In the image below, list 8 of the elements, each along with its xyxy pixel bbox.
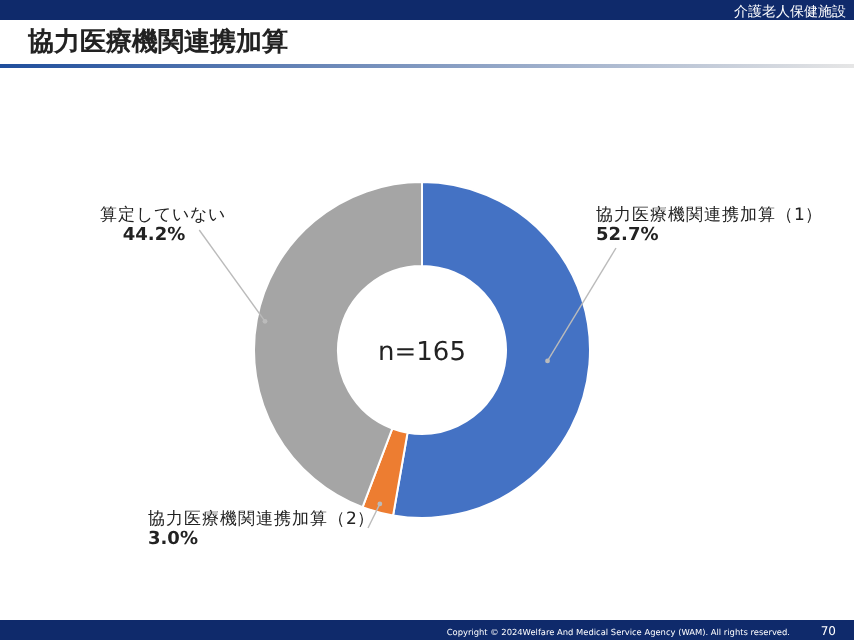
chart-title: 協力医療機関連携加算 (26, 26, 288, 58)
data-label: 44.2% (122, 226, 186, 246)
text: n=165 (378, 338, 466, 368)
slice-label: 協力医療機関連携加算（1） (596, 204, 823, 226)
slice-label: 協力医療機関連携加算（2） (148, 508, 375, 530)
data-label: 52.7% (596, 226, 659, 246)
slice-label: 算定していない (100, 204, 226, 226)
data-label: 3.0% (148, 530, 198, 550)
